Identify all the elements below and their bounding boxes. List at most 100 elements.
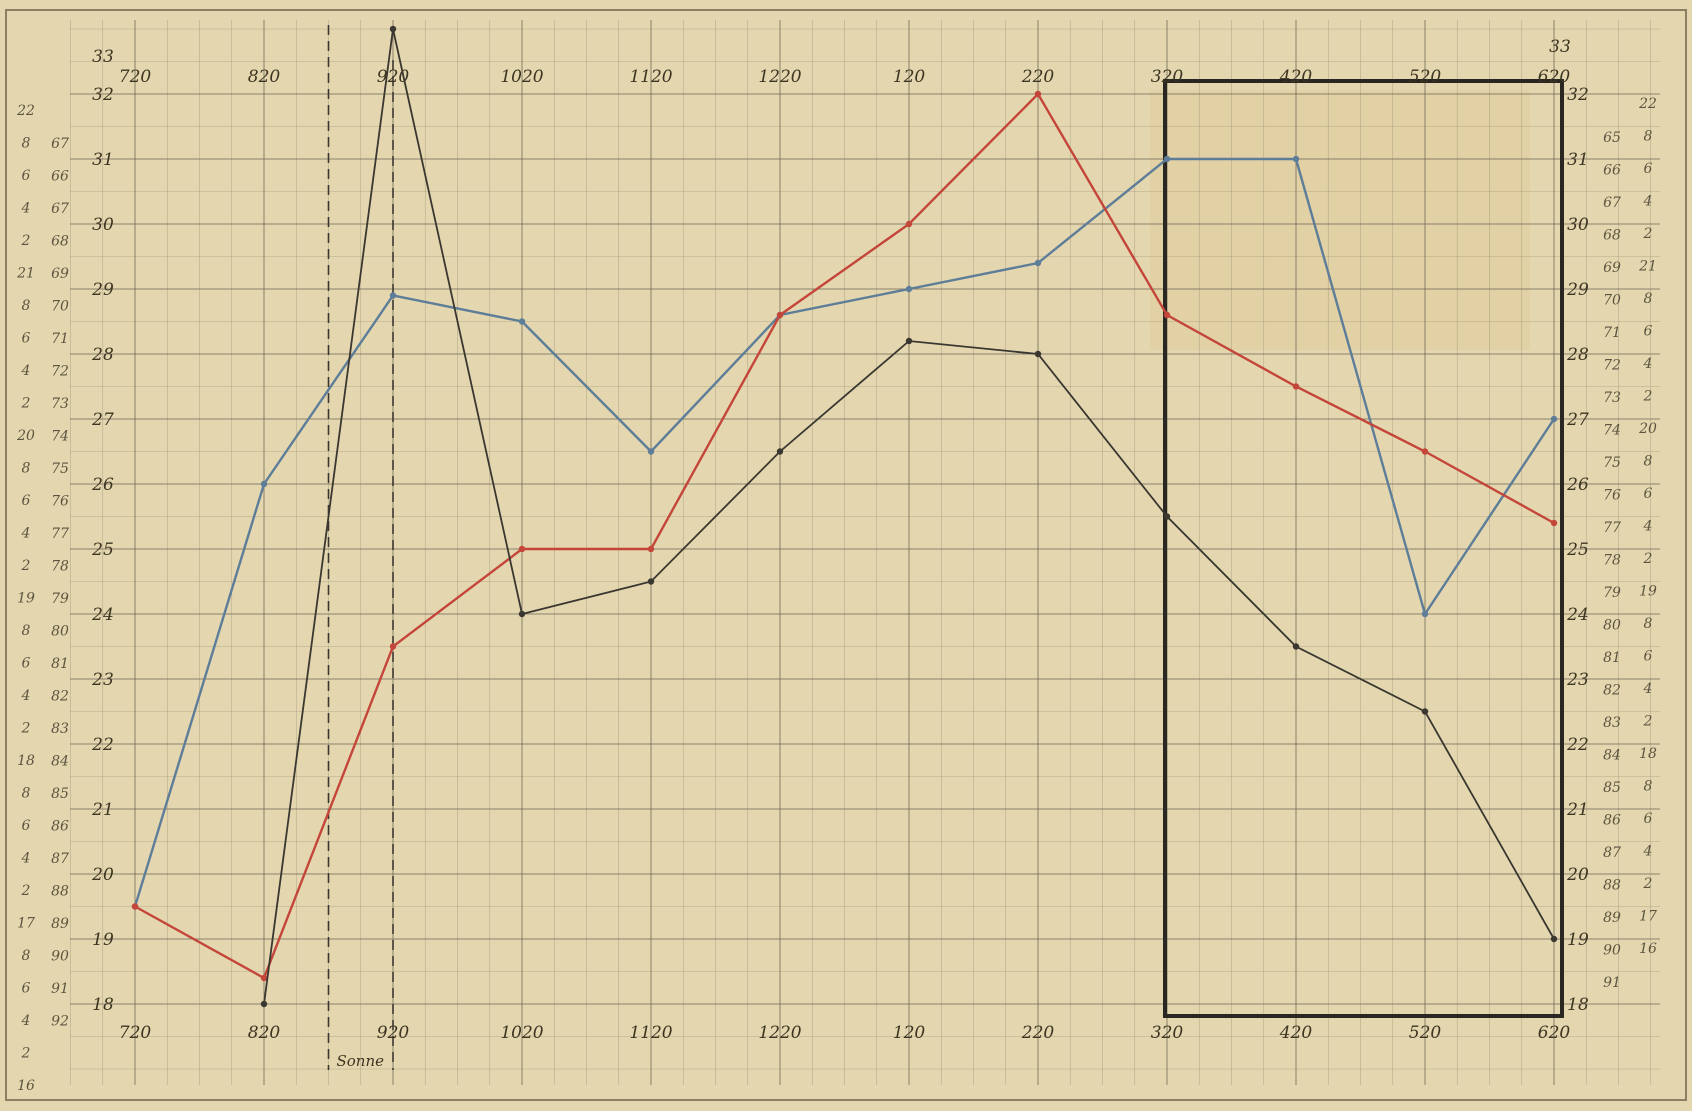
right-scale-b-label: 20 — [1638, 421, 1657, 437]
left-scale-b-label: 78 — [51, 559, 69, 575]
right-scale-b-label: 4 — [1643, 844, 1653, 860]
right-scale-b-label: 16 — [1639, 941, 1657, 957]
series-2-point — [1034, 90, 1042, 98]
sonne-label: Sonne — [337, 1052, 385, 1070]
series-3-point — [1034, 350, 1042, 358]
x-tick-label-bottom: 820 — [248, 1023, 281, 1043]
right-scale-b-label: 6 — [1644, 324, 1653, 340]
left-scale-a-label: 18 — [17, 753, 35, 769]
y-tick-label-left: 26 — [91, 475, 114, 495]
x-tick-label-bottom: 320 — [1151, 1023, 1184, 1043]
right-scale-b-label: 8 — [1644, 779, 1653, 795]
y-tick-label-right: 29 — [1566, 280, 1589, 300]
y-tick-label-right: 19 — [1567, 930, 1589, 950]
series-1-point — [518, 318, 526, 325]
left-scale-b-label: 81 — [51, 656, 69, 672]
left-scale-a-label: 19 — [17, 591, 35, 607]
y-tick-label-right: 25 — [1566, 540, 1589, 560]
right-scale-b-label: 4 — [1643, 519, 1653, 535]
series-2-point — [1550, 519, 1558, 527]
x-tick-label-top: 420 — [1279, 67, 1313, 87]
series-3-point — [1421, 708, 1429, 715]
auxiliary-side-scales: 2286422186422086421986421886421786421667… — [16, 96, 1657, 1094]
x-tick-label-bottom: 1020 — [500, 1023, 543, 1043]
right-scale-a-label: 78 — [1603, 553, 1621, 569]
right-scale-b-label: 8 — [1644, 454, 1653, 470]
left-scale-a-label: 8 — [22, 948, 31, 964]
right-scale-b-label: 8 — [1644, 291, 1653, 307]
right-scale-a-label: 79 — [1603, 585, 1621, 601]
series-2-point — [260, 974, 268, 982]
left-scale-b-label: 75 — [51, 461, 69, 477]
right-scale-b-label: 2 — [1643, 551, 1653, 567]
y-tick-label-left: 23 — [91, 670, 114, 690]
series-1-point — [905, 285, 913, 293]
right-scale-a-label: 69 — [1603, 260, 1621, 276]
y-tick-label-left: 31 — [92, 150, 114, 170]
right-scale-a-label: 88 — [1603, 878, 1621, 894]
left-scale-a-label: 4 — [21, 851, 31, 867]
x-tick-label-top: 120 — [893, 67, 926, 87]
left-scale-b-label: 67 — [51, 136, 69, 152]
x-tick-label-bottom: 620 — [1538, 1023, 1571, 1043]
y-tick-label-right: 24 — [1566, 605, 1589, 625]
series-2-point — [131, 903, 139, 910]
left-scale-a-label: 8 — [22, 786, 31, 802]
y-tick-label-left: 32 — [92, 85, 114, 105]
series-1-point — [389, 292, 397, 299]
y-tick-label-right: 20 — [1566, 865, 1589, 885]
y-axis-right-ticks: 18 19 20 21 22 23 24 25 26 27 28 29 30 31 32 33 — [1549, 37, 1589, 1015]
left-scale-a-label: 21 — [16, 266, 35, 282]
left-scale-a-label: 6 — [22, 656, 31, 672]
series-3-point — [260, 1000, 268, 1008]
series-2-point — [647, 545, 655, 553]
left-scale-a-label: 6 — [22, 168, 31, 184]
right-scale-a-label: 87 — [1603, 845, 1621, 861]
series-layer — [131, 25, 1558, 1008]
series-3-point — [1163, 513, 1171, 520]
left-scale-a-label: 8 — [22, 298, 31, 314]
y-tick-label-left: 30 — [92, 215, 114, 235]
left-scale-b-label: 76 — [51, 494, 69, 510]
right-scale-b-label: 4 — [1643, 681, 1653, 697]
right-scale-b-label: 2 — [1643, 389, 1653, 405]
left-scale-b-label: 89 — [51, 916, 69, 932]
y-tick-label-right-top: 33 — [1549, 37, 1571, 57]
x-tick-label-top: 720 — [119, 67, 152, 87]
left-scale-b-label: 67 — [51, 201, 69, 217]
series-1-point — [1034, 259, 1042, 267]
series-3-point — [1550, 935, 1558, 943]
y-tick-label-left: 18 — [92, 995, 114, 1015]
left-scale-a-label: 2 — [21, 1046, 31, 1062]
series-line-2 — [134, 92, 1555, 980]
right-scale-a-label: 82 — [1603, 683, 1621, 699]
y-tick-label-left: 20 — [91, 865, 114, 885]
x-tick-label-bottom: 720 — [119, 1023, 152, 1043]
chart-frame — [5, 9, 1687, 1101]
x-tick-label-top: 320 — [1151, 67, 1184, 87]
y-tick-label-left-top: 33 — [92, 47, 114, 67]
series-1-point — [260, 480, 268, 488]
right-scale-b-label: 19 — [1639, 584, 1657, 600]
x-tick-label-top: 620 — [1538, 67, 1571, 87]
annotations: Sonne — [327, 25, 1564, 1070]
left-scale-b-label: 86 — [51, 819, 69, 835]
x-tick-label-bottom: 920 — [377, 1023, 410, 1043]
series-1-point — [1292, 155, 1300, 163]
x-tick-label-bottom: 120 — [893, 1023, 926, 1043]
left-scale-a-label: 6 — [22, 331, 31, 347]
x-tick-label-top: 520 — [1409, 67, 1442, 87]
x-tick-label-top: 220 — [1021, 67, 1055, 87]
series-1-point — [1163, 155, 1171, 163]
left-scale-b-label: 71 — [51, 331, 69, 347]
right-scale-b-label: 17 — [1639, 909, 1657, 925]
left-scale-b-label: 72 — [51, 364, 69, 380]
right-scale-a-label: 91 — [1603, 975, 1621, 991]
x-tick-label-bottom: 1220 — [758, 1023, 801, 1043]
left-scale-b-label: 70 — [51, 299, 69, 315]
left-scale-b-label: 79 — [51, 591, 69, 607]
right-scale-b-label: 4 — [1643, 356, 1653, 372]
x-tick-label-bottom: 520 — [1409, 1023, 1442, 1043]
highlight-box — [1163, 79, 1564, 1018]
x-axis-bottom-ticks: 720 820 920 1020 1120 1220 120 220 320 420 520 620 — [119, 1023, 1571, 1043]
